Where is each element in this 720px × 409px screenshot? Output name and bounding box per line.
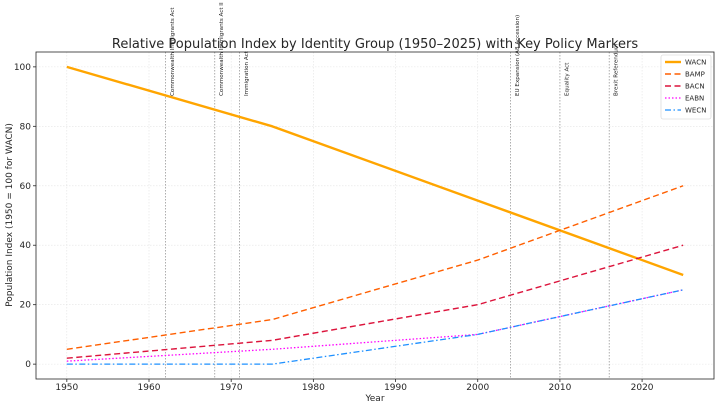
legend-box [660,54,712,120]
series-line-wecn [66,289,684,365]
x-tick-label: 1950 [55,383,78,393]
series-layer [66,65,684,365]
policy-marker-label: Brexit Referendum [614,44,620,96]
y-tick-label: 0 [25,360,31,370]
plot-frame [35,51,715,380]
policy-marker-lines [165,52,610,379]
chart-title: Relative Population Index by Identity Gr… [112,37,638,52]
x-tick-label: 2020 [631,383,654,393]
legend-label-bamp: BAMP [685,71,705,79]
x-tick-label: 2000 [466,383,489,393]
grid-layer [36,52,714,379]
policy-marker-label: Commonwealth Immigrants Act [170,7,176,96]
legend-label-eabn: EABN [685,95,704,103]
series-line-eabn [66,289,684,362]
y-tick-label: 100 [14,63,31,73]
x-tick-label: 1960 [138,383,161,393]
y-tick-label: 80 [20,122,32,132]
policy-marker-labels: Commonwealth Immigrants Act Commonwealth … [170,2,620,96]
policy-marker-label: EU Expansion (A8 Accession) [515,15,521,96]
legend-label-bacn: BACN [685,83,705,91]
y-tick-label: 60 [20,182,32,192]
legend: WACN BAMP BACN EABN WECN [660,54,712,120]
policy-marker-label: Commonwealth Immigrants Act II [219,2,225,96]
x-tick-label: 2010 [548,383,571,393]
legend-label-wecn: WECN [685,107,706,115]
policy-marker-label: Equality Act [564,62,570,96]
x-tick-label: 1980 [302,383,325,393]
axes-layer: 1950 1960 1970 1980 1990 2000 2010 2020 0 20 40 60 8… [14,51,715,393]
x-axis-label: Year [364,394,384,404]
series-line-bamp [66,185,684,350]
legend-label-wacn: WACN [685,59,706,67]
policy-marker-label: Immigration Act [244,50,250,96]
y-axis-label: Population Index (1950 = 100 for WACN) [5,123,15,307]
y-tick-label: 20 [20,301,32,311]
x-tick-label: 1970 [220,383,243,393]
y-tick-label: 40 [20,241,32,251]
x-tick-label: 1990 [384,383,407,393]
series-line-wacn [66,65,684,277]
